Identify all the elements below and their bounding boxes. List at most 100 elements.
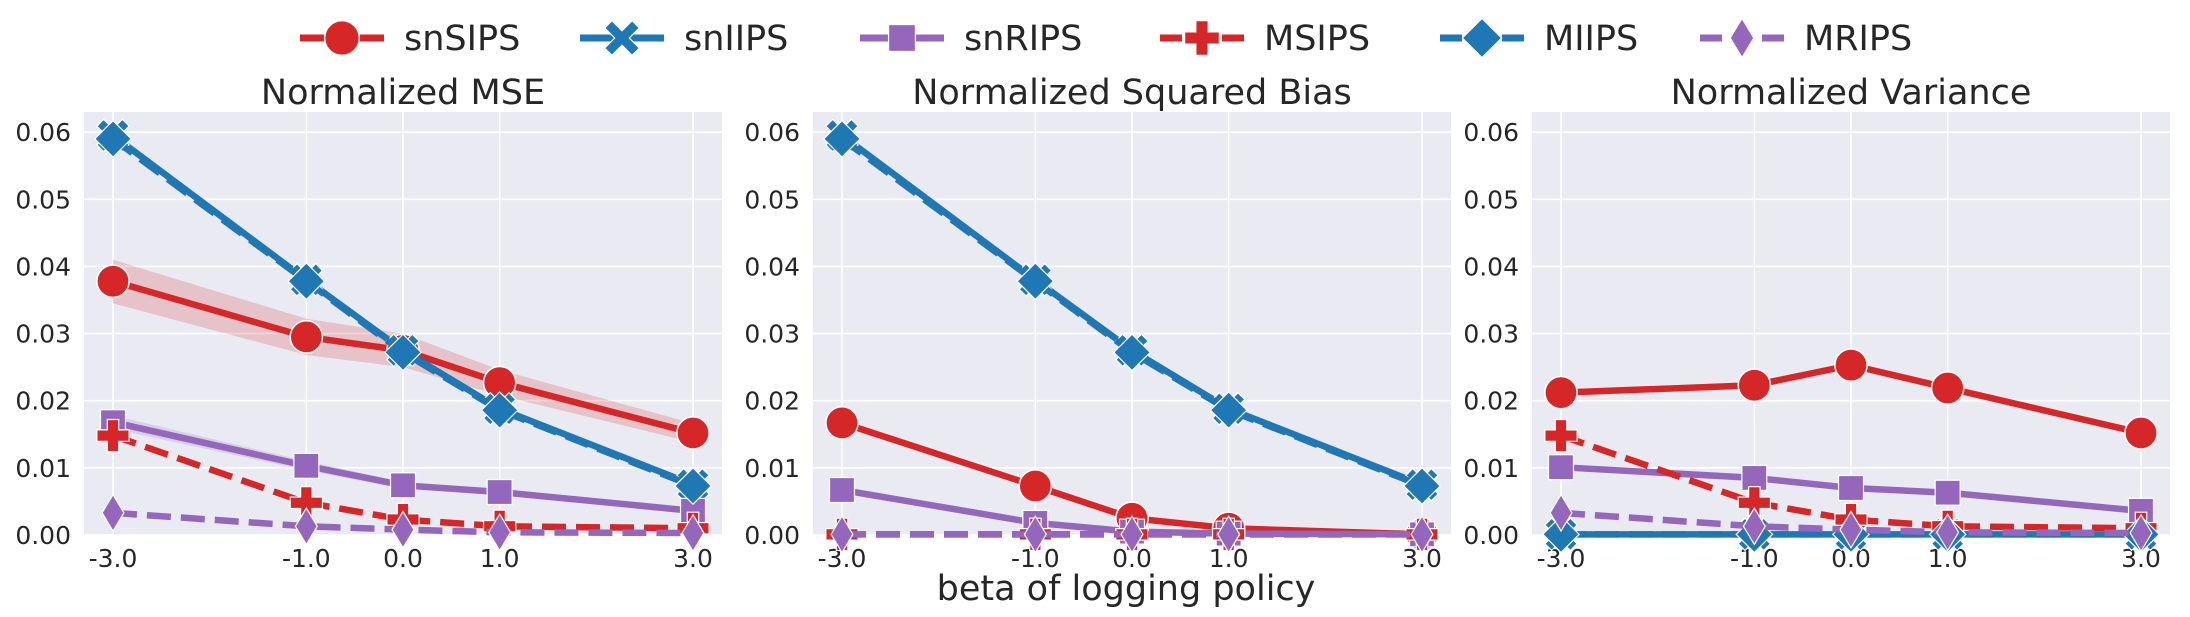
legend-entry-miips: MIIPS bbox=[1440, 17, 1638, 59]
point-mrips bbox=[1936, 512, 1960, 552]
legend-entry-sniips: snIIPS bbox=[580, 19, 788, 59]
point-snsips bbox=[1018, 469, 1053, 503]
x-axis-label: beta of logging policy bbox=[937, 569, 1316, 609]
y-tick-label: 0.01 bbox=[744, 454, 800, 483]
y-tick-label: 0.00 bbox=[15, 521, 71, 550]
point-miips bbox=[287, 262, 326, 301]
point-msips bbox=[1544, 418, 1578, 453]
panels: 0.00 0.01 0.02 0.03 0.04 0.05 0.06 -3.0 -1.0 0.0 1… bbox=[15, 73, 2170, 573]
point-snsips bbox=[1737, 368, 1772, 403]
point-snsips bbox=[1544, 375, 1578, 410]
legend-entry-snsips: snSIPS bbox=[300, 19, 520, 59]
panel-title: Normalized MSE bbox=[261, 73, 545, 113]
point-mrips bbox=[1410, 514, 1434, 554]
panel-normalized-mse: 0.000.010.020.030.040.050.06-3.0 -1.0 0.0 1… bbox=[15, 73, 722, 573]
point-snsips bbox=[96, 264, 130, 299]
y-tick-label: 0.06 bbox=[1463, 118, 1519, 147]
y-tick-label: 0.06 bbox=[744, 118, 800, 147]
point-miips bbox=[673, 466, 713, 506]
legend-marker-mrips bbox=[1729, 17, 1755, 59]
series-miips bbox=[822, 119, 1442, 506]
point-snrips bbox=[1547, 454, 1575, 481]
point-miips bbox=[1112, 333, 1152, 372]
y-tick-label: 0.05 bbox=[15, 185, 71, 214]
legend-marker-miips bbox=[1461, 17, 1503, 59]
legend: snSIPS snIIPS snRIPS MSIPS MIIPS MRIPS bbox=[300, 17, 1912, 59]
line-msips bbox=[1559, 432, 2142, 532]
series-miips bbox=[93, 119, 713, 506]
point-mrips bbox=[830, 514, 854, 554]
point-snrips bbox=[293, 452, 320, 479]
legend-marker-sniips bbox=[603, 19, 641, 57]
y-tick-label: 0.02 bbox=[1463, 387, 1519, 416]
series-snsips bbox=[1544, 348, 2158, 450]
y-tick-label: 0.04 bbox=[15, 252, 71, 281]
point-mrips bbox=[681, 513, 705, 553]
series-mrips bbox=[1549, 493, 2153, 553]
panel-title: Normalized Squared Bias bbox=[912, 73, 1352, 113]
y-tick-label: 0.03 bbox=[1463, 320, 1519, 349]
legend-label-sniips: snIIPS bbox=[684, 19, 788, 59]
y-tick-label: 0.00 bbox=[1463, 521, 1519, 550]
y-tick-label: 0.02 bbox=[744, 387, 800, 416]
point-miips bbox=[1016, 262, 1055, 301]
panel-normalized-squared-bias: 0.000.010.020.030.040.050.06-3.0 -1.0 0.0 1… bbox=[744, 73, 1451, 573]
x-tick-label: -3.0 bbox=[89, 544, 138, 573]
point-miips bbox=[383, 333, 423, 372]
point-snrips bbox=[486, 478, 513, 506]
point-miips bbox=[1209, 391, 1248, 430]
panel-title: Normalized Variance bbox=[1671, 73, 2032, 113]
point-mrips bbox=[101, 493, 125, 533]
y-tick-label: 0.05 bbox=[744, 185, 800, 214]
point-miips bbox=[480, 391, 519, 430]
point-miips bbox=[822, 119, 862, 158]
legend-label-snrips: snRIPS bbox=[964, 19, 1082, 59]
point-mrips bbox=[1549, 493, 1573, 533]
point-snrips bbox=[389, 472, 417, 499]
y-tick-label: 0.04 bbox=[744, 252, 800, 281]
series-mrips bbox=[101, 493, 705, 553]
y-tick-label: 0.01 bbox=[15, 454, 71, 483]
legend-entry-msips: MSIPS bbox=[1160, 19, 1370, 59]
y-tick-label: 0.00 bbox=[744, 521, 800, 550]
legend-label-mrips: MRIPS bbox=[1804, 19, 1912, 59]
point-miips bbox=[1541, 515, 1581, 554]
legend-entry-snrips: snRIPS bbox=[860, 19, 1082, 59]
point-msips bbox=[96, 418, 130, 453]
y-tick-label: 0.06 bbox=[15, 118, 71, 147]
point-snrips bbox=[1837, 474, 1865, 502]
y-tick-label: 0.03 bbox=[744, 320, 800, 349]
point-mrips bbox=[2129, 513, 2153, 553]
point-snsips bbox=[289, 320, 324, 354]
point-snrips bbox=[1934, 479, 1961, 506]
series-mrips bbox=[830, 514, 1434, 554]
legend-label-miips: MIIPS bbox=[1544, 19, 1638, 59]
point-snsips bbox=[2124, 416, 2158, 450]
point-snsips bbox=[1930, 371, 1965, 405]
point-snsips bbox=[1834, 348, 1868, 382]
point-mrips bbox=[1217, 514, 1241, 554]
point-mrips bbox=[1742, 506, 1766, 546]
y-tick-label: 0.03 bbox=[15, 320, 71, 349]
legend-marker-msips bbox=[1184, 20, 1220, 56]
point-mrips bbox=[1839, 510, 1863, 549]
point-mrips bbox=[1023, 514, 1047, 554]
legend-label-snsips: snSIPS bbox=[404, 19, 520, 59]
point-mrips bbox=[488, 512, 512, 552]
point-miips bbox=[93, 119, 133, 158]
point-snsips bbox=[825, 406, 859, 440]
legend-marker-snrips bbox=[887, 23, 917, 53]
point-mrips bbox=[294, 506, 318, 546]
y-tick-label: 0.05 bbox=[1463, 185, 1519, 214]
point-miips bbox=[1402, 466, 1442, 506]
panel-normalized-variance: 0.000.010.020.030.040.050.06-3.0 -1.0 0.0 1… bbox=[1463, 73, 2170, 573]
grid bbox=[84, 112, 722, 536]
x-tick-label: -1.0 bbox=[282, 544, 331, 573]
point-mrips bbox=[391, 510, 415, 549]
legend-label-msips: MSIPS bbox=[1264, 19, 1370, 59]
y-tick-label: 0.01 bbox=[1463, 454, 1519, 483]
line-msips bbox=[111, 432, 694, 532]
y-tick-label: 0.04 bbox=[1463, 252, 1519, 281]
point-snsips bbox=[676, 416, 710, 450]
